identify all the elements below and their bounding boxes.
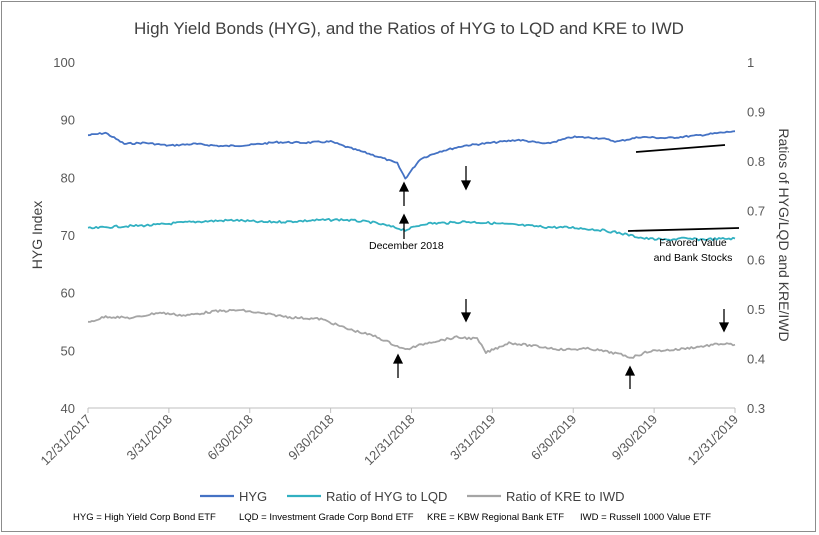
series-layer [87,130,736,359]
hyg-lqd-trend-line [627,227,740,232]
y2-tick-label: 1 [747,55,754,70]
y-axis-ticks: 40 50 60 70 80 90 100 [53,55,75,416]
y-tick-label: 80 [61,170,75,185]
y2-tick-label: 0.8 [747,154,765,169]
legend-label-kre-iwd: Ratio of KRE to IWD [506,489,624,504]
y-tick-label: 90 [61,113,75,128]
y2-tick-label: 0.9 [747,104,765,119]
x-tick-label: 12/31/2019 [684,412,741,469]
x-tick-label: 3/31/2018 [123,412,175,464]
december-2018-label: December 2018 [369,240,444,252]
footnote-lqd: LQD = Investment Grade Corp Bond ETF [239,512,414,523]
x-tick-label: 6/30/2019 [528,412,580,464]
y2-axis-ticks: 0.3 0.4 0.5 0.6 0.7 0.8 0.9 1 [747,55,765,416]
arrow-up-dec-ratio [398,213,410,239]
series-line-0 [87,130,736,180]
legend-label-hyg-lqd: Ratio of HYG to LQD [326,489,447,504]
series-line-1 [87,217,736,242]
favored-label-line1: Favored Value [659,237,727,249]
arrow-down-mar-kre [460,299,472,323]
y-tick-label: 60 [61,286,75,301]
x-tick-label: 12/31/2017 [37,412,94,469]
x-axis-ticks: 12/31/2017 3/31/2018 6/30/2018 9/30/2018 12/… [37,408,741,468]
arrow-down-dec-kre [718,309,730,333]
footnote-hyg: HYG = High Yield Corp Bond ETF [73,512,216,523]
footnote-iwd: IWD = Russell 1000 Value ETF [580,512,711,523]
y-tick-label: 100 [53,55,75,70]
arrow-down-mar-hyg-lqd [460,166,472,191]
y2-tick-label: 0.5 [747,302,765,317]
y2-tick-label: 0.4 [747,352,765,367]
y2-tick-label: 0.3 [747,401,765,416]
y2-axis-title: Ratios of HYG/LQD and KRE/IWD [776,128,792,341]
x-tick-label: 9/30/2019 [609,412,661,464]
y2-tick-label: 0.6 [747,253,765,268]
x-tick-label: 6/30/2018 [204,412,256,464]
favored-label-line2: and Bank Stocks [654,252,733,264]
footnote-kre: KRE = KBW Regional Bank ETF [427,512,564,523]
x-tick-label: 3/31/2019 [447,412,499,464]
arrow-up-sep-kre [624,365,636,389]
y2-tick-label: 0.7 [747,203,765,218]
x-tick-label: 12/31/2018 [361,412,418,469]
y-tick-label: 50 [61,343,75,358]
legend-label-hyg: HYG [239,489,267,504]
arrow-up-dec-kre [392,353,404,378]
y-axis-title: HYG Index [29,201,45,269]
legend: HYG Ratio of HYG to LQD Ratio of KRE to … [200,489,624,504]
annotation-arrows [392,166,730,389]
y-tick-label: 70 [61,228,75,243]
chart-title: High Yield Bonds (HYG), and the Ratios o… [134,19,684,38]
hyg-trend-line [635,144,726,153]
y-tick-label: 40 [61,401,75,416]
series-line-2 [87,308,736,359]
arrow-up-dec-hyg [398,181,410,206]
x-tick-label: 9/30/2018 [285,412,337,464]
